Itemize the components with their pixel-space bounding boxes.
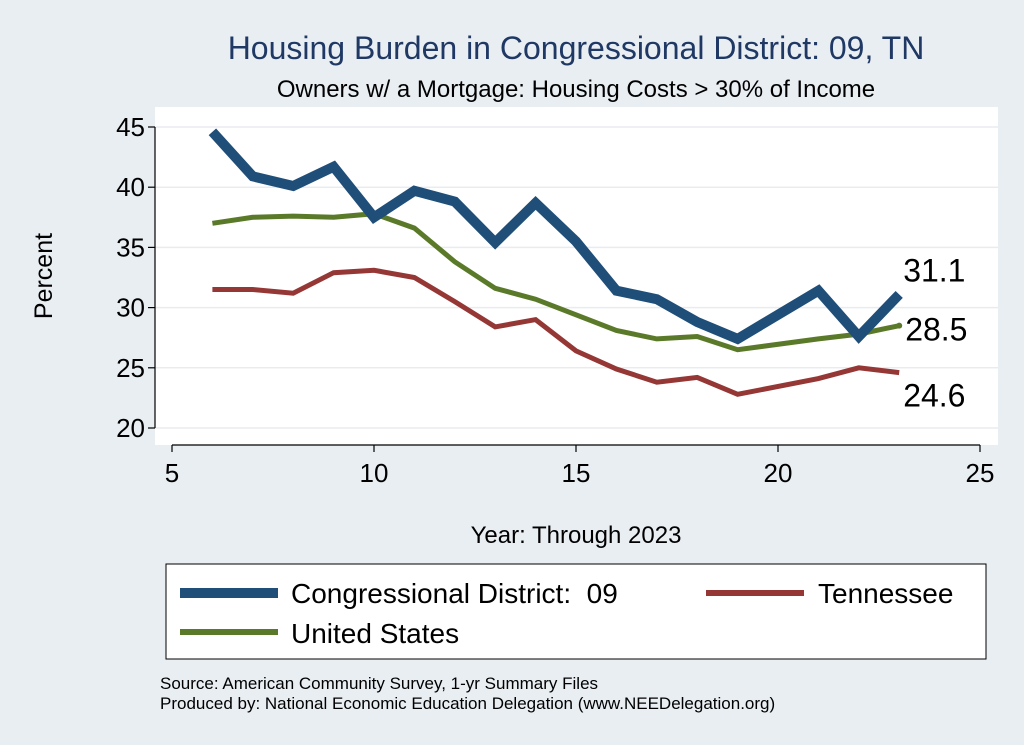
chart-subtitle: Owners w/ a Mortgage: Housing Costs > 30… — [277, 76, 875, 103]
x-tick-label-5: 5 — [165, 458, 179, 488]
y-tick-label-20: 20 — [116, 413, 145, 443]
x-tick-label-15: 15 — [562, 458, 591, 488]
y-tick-label-30: 30 — [116, 293, 145, 323]
y-tick-label-35: 35 — [116, 232, 145, 262]
end-labels: 31.1 24.6 28.5 — [903, 252, 967, 413]
x-tick-label-10: 10 — [360, 458, 389, 488]
y-tick-label-40: 40 — [116, 172, 145, 202]
y-tick-label-25: 25 — [116, 353, 145, 383]
axes: 20 25 30 35 40 45 5 10 15 20 25 — [116, 112, 994, 488]
chart-title: Housing Burden in Congressional District… — [228, 30, 925, 66]
end-label-congressional-district-09: 31.1 — [903, 252, 965, 288]
legend-label-district: Congressional District: 09 — [291, 578, 618, 609]
y-axis-label: Percent — [30, 233, 58, 319]
series-lines — [208, 128, 903, 397]
end-marker-united-states — [896, 322, 903, 329]
end-label-united-states: 28.5 — [905, 312, 967, 348]
series-line-congressional-district-09 — [208, 128, 903, 345]
plot-area — [155, 107, 998, 445]
source-note: Source: American Community Survey, 1-yr … — [160, 674, 598, 693]
x-axis-label: Year: Through 2023 — [471, 522, 682, 549]
end-label-tennessee: 24.6 — [903, 378, 965, 414]
x-tick-label-20: 20 — [764, 458, 793, 488]
y-tick-label-45: 45 — [116, 112, 145, 142]
series-line-tennessee — [212, 267, 900, 397]
x-tick-label-25: 25 — [966, 458, 995, 488]
series-line-united-states — [212, 211, 900, 353]
legend-label-tennessee: Tennessee — [818, 578, 953, 609]
legend-box — [165, 563, 987, 660]
legend-label-us: United States — [291, 618, 459, 649]
legend: Congressional District: 09 Tennessee Uni… — [165, 563, 987, 660]
produced-by-note: Produced by: National Economic Education… — [160, 694, 775, 713]
